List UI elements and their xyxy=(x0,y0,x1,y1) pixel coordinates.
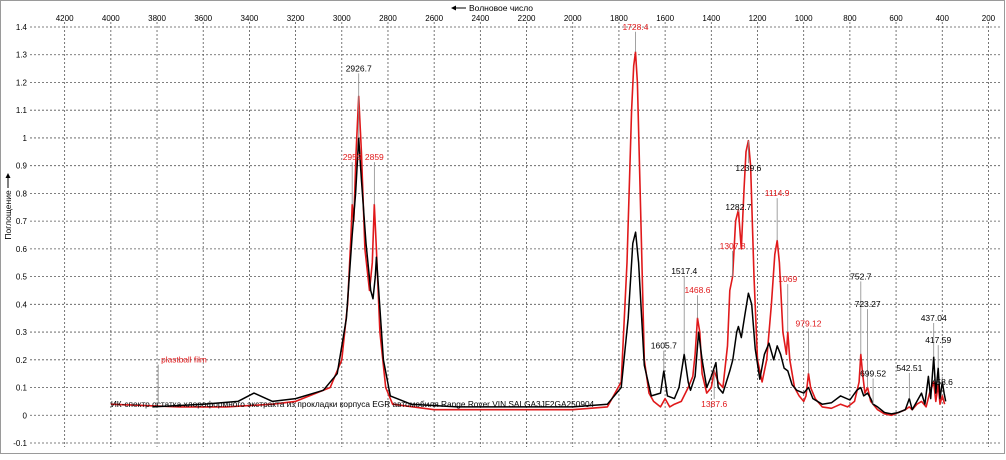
peak-label: 417.59 xyxy=(925,335,951,345)
y-tick-label: 0.9 xyxy=(16,162,28,171)
peak-label: 1605.7 xyxy=(651,341,677,351)
peak-label: 2859 xyxy=(365,152,384,162)
peak-label: 437.04 xyxy=(921,313,947,323)
peak-label: 2959 xyxy=(343,152,362,162)
x-tick-labels: 4200 4000 3800 3600 3400 3200 3000 2800 2600 2400… xyxy=(56,14,996,23)
x-tick-label: 4000 xyxy=(102,14,120,23)
y-tick-label: 1.2 xyxy=(16,78,28,87)
x-tick-label: 3200 xyxy=(287,14,305,23)
peak-label: 1387.6 xyxy=(701,399,727,409)
y-tick-label: 0.3 xyxy=(16,328,28,337)
x-axis-label: Волновое число xyxy=(469,3,533,13)
y-axis-label: Поглощение xyxy=(3,190,13,240)
x-tick-label: 400 xyxy=(936,14,950,23)
y-tick-label: 1 xyxy=(23,134,28,143)
peak-label: 1069 xyxy=(778,274,797,284)
x-tick-label: 3400 xyxy=(241,14,259,23)
peak-labels: 2926.7 2959 2859 1728.4 1605.7 1517.4 1468.6 13… xyxy=(343,22,953,409)
y-tick-label: 1.1 xyxy=(16,106,28,115)
x-tick-label: 2800 xyxy=(379,14,397,23)
y-tick-label: 0.7 xyxy=(16,217,28,226)
x-tick-label: 3800 xyxy=(148,14,166,23)
spectrum-caption: ИК-спектр остатка хлороформного экстракт… xyxy=(111,399,595,409)
peak-label: 1517.4 xyxy=(671,266,697,276)
y-tick-label: 1.3 xyxy=(16,51,28,60)
x-tick-label: 800 xyxy=(843,14,857,23)
y-tick-label: 0.6 xyxy=(16,245,28,254)
x-axis-arrowhead xyxy=(451,5,456,11)
y-tick-label: 1.4 xyxy=(16,23,28,32)
y-tick-label: 0.2 xyxy=(16,356,28,365)
x-tick-label: 4200 xyxy=(56,14,74,23)
x-tick-label: 1200 xyxy=(749,14,767,23)
peak-label: 1282.7 xyxy=(725,202,751,212)
legend-reference-label: plastball film xyxy=(161,355,207,365)
peak-label: 1728.4 xyxy=(622,22,648,32)
peak-label: 752.7 xyxy=(850,271,872,281)
x-tick-label: 3000 xyxy=(333,14,351,23)
peak-label: 723.27 xyxy=(855,299,881,309)
x-tick-label: 600 xyxy=(889,14,903,23)
y-tick-label: 0.4 xyxy=(16,300,28,309)
peak-label: 979.12 xyxy=(796,319,822,329)
x-tick-label: 2600 xyxy=(425,14,443,23)
grid xyxy=(30,22,1000,447)
y-tick-label: -0.1 xyxy=(13,439,27,448)
y-tick-label: 0.1 xyxy=(16,384,28,393)
peak-label: 458.6 xyxy=(932,377,954,387)
x-tick-label: 1800 xyxy=(610,14,628,23)
x-tick-label: 1000 xyxy=(795,14,813,23)
x-tick-label: 200 xyxy=(982,14,996,23)
x-tick-label: 2400 xyxy=(471,14,489,23)
peak-label: 1468.6 xyxy=(684,285,710,295)
x-tick-label: 2000 xyxy=(564,14,582,23)
x-tick-label: 3600 xyxy=(194,14,212,23)
peak-label: 1114.9 xyxy=(765,188,790,198)
y-tick-label: 0 xyxy=(23,411,28,420)
x-tick-label: 2200 xyxy=(518,14,536,23)
sample-spectrum-line xyxy=(152,137,947,415)
y-axis-arrowhead xyxy=(5,173,11,178)
series-lines xyxy=(110,51,947,417)
y-tick-label: 0.5 xyxy=(16,273,28,282)
y-tick-labels: 1.4 1.3 1.2 1.1 1 0.9 0.8 0.7 0.6 0.5 0.4 0.3 0.2 0.1… xyxy=(13,23,27,448)
peak-label: 1239.6 xyxy=(735,163,761,173)
x-tick-label: 1600 xyxy=(656,14,674,23)
annotations: ИК-спектр остатка хлороформного экстракт… xyxy=(111,355,595,409)
x-tick-label: 1400 xyxy=(702,14,720,23)
y-tick-label: 0.8 xyxy=(16,189,28,198)
y-axis-title: Поглощение xyxy=(3,190,13,240)
peak-label: 542.51 xyxy=(896,363,922,373)
peak-label: 2926.7 xyxy=(346,63,372,73)
peak-label: 699.52 xyxy=(860,368,886,378)
x-axis-title: Волновое число xyxy=(451,3,533,13)
peak-label: 1307.8 xyxy=(720,241,746,251)
